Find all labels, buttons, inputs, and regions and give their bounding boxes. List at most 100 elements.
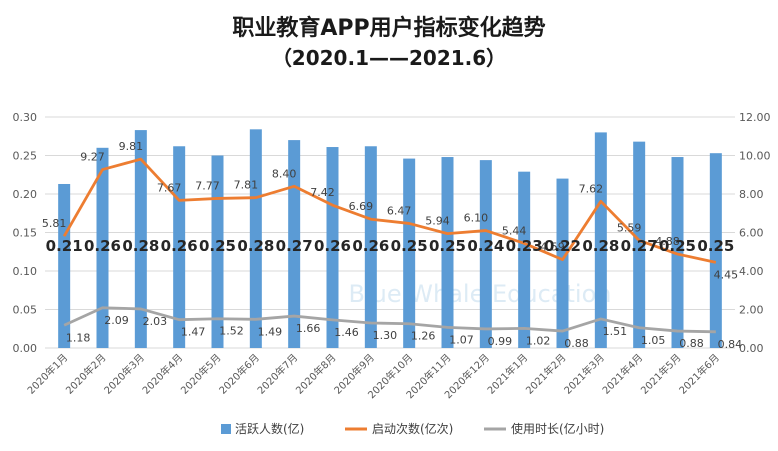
launch-count-label: 4.59 <box>540 241 565 254</box>
y-left-tick-label: 0.30 <box>13 111 38 124</box>
active-users-label: 0.22 <box>544 237 581 255</box>
usage-duration-line <box>63 306 716 334</box>
usage-duration-label: 1.49 <box>258 325 283 338</box>
launch-count-label: 8.40 <box>272 167 297 180</box>
x-tick-label: 2020年5月 <box>178 351 224 397</box>
active-users-label: 0.23 <box>506 237 543 255</box>
usage-duration-label: 1.47 <box>181 326 206 339</box>
launch-count-label: 6.10 <box>464 212 489 225</box>
launch-count-label: 5.59 <box>617 221 642 234</box>
y-left-tick-label: 0.00 <box>13 342 38 355</box>
launch-count-label: 5.44 <box>502 224 527 237</box>
bar <box>518 171 531 348</box>
chart-title: 职业教育APP用户指标变化趋势 <box>232 16 546 41</box>
usage-duration-label: 0.84 <box>718 338 743 351</box>
active-users-label: 0.21 <box>46 237 83 255</box>
bar <box>671 157 684 348</box>
active-users-label: 0.25 <box>429 237 466 255</box>
usage-duration-label: 1.66 <box>296 322 321 335</box>
axis-layer: 0.00 0.05 0.10 0.15 0.20 0.25 0.30 0.00 2.00 4.00… <box>13 111 771 401</box>
grid-layer <box>45 116 735 349</box>
bar <box>134 130 147 348</box>
y-left-tick-label: 0.20 <box>13 188 38 201</box>
legend: 活跃人数(亿) 启动次数(亿次) 使用时长(亿小时) <box>221 421 604 436</box>
y-right-tick-label: 0.00 <box>739 342 764 355</box>
line-layer <box>62 157 717 334</box>
active-users-label: 0.26 <box>352 237 389 255</box>
x-tick-label: 2021年2月 <box>523 351 569 397</box>
launch-count-label: 9.27 <box>80 151 105 164</box>
active-users-label: 0.28 <box>122 237 159 255</box>
bar <box>479 160 492 348</box>
x-tick-label: 2020年7月 <box>254 351 300 397</box>
launch-count-label: 6.47 <box>387 204 412 217</box>
bar <box>288 140 301 348</box>
x-tick-label: 2021年5月 <box>638 351 684 397</box>
active-users-label: 0.27 <box>276 237 313 255</box>
y-left-tick-label: 0.05 <box>13 304 38 317</box>
x-tick-label: 2021年4月 <box>599 351 645 397</box>
y-left-tick-label: 0.10 <box>13 265 38 278</box>
x-tick-label: 2021年1月 <box>484 351 530 397</box>
x-tick-label: 2020年8月 <box>293 351 339 397</box>
legend-swatch-active-users <box>221 424 231 434</box>
y-right-tick-label: 12.00 <box>739 111 771 124</box>
usage-duration-label: 1.07 <box>449 333 474 346</box>
active-users-label: 0.25 <box>199 237 236 255</box>
y-right-tick-label: 8.00 <box>739 188 764 201</box>
bar <box>441 157 454 348</box>
x-tick-label: 2020年1月 <box>24 351 70 397</box>
launch-count-label: 7.77 <box>195 179 220 192</box>
active-users-label: 0.24 <box>467 237 504 255</box>
x-tick-label: 2020年2月 <box>63 351 109 397</box>
usage-duration-label: 2.03 <box>143 315 168 328</box>
launch-count-label: 6.69 <box>349 200 374 213</box>
bar <box>556 178 569 348</box>
launch-count-label: 7.67 <box>157 181 182 194</box>
active-users-label: 0.27 <box>621 237 658 255</box>
launch-count-label: 7.62 <box>579 182 604 195</box>
launch-count-label: 9.81 <box>119 140 144 153</box>
y-right-tick-label: 4.00 <box>739 265 764 278</box>
legend-label-usage-duration: 使用时长(亿小时) <box>511 421 604 436</box>
usage-duration-label: 1.46 <box>334 326 359 339</box>
bar <box>633 141 646 348</box>
launch-count-label: 7.81 <box>234 179 259 192</box>
usage-duration-label: 1.05 <box>641 334 666 347</box>
usage-duration-label: 1.52 <box>219 325 244 338</box>
active-users-label: 0.25 <box>391 237 428 255</box>
y-right-tick-label: 2.00 <box>739 304 764 317</box>
bar <box>594 132 607 348</box>
bar <box>709 153 722 348</box>
bar <box>364 146 377 348</box>
legend-label-launch-count: 启动次数(亿次) <box>372 421 453 436</box>
bar <box>211 155 224 348</box>
y-left-tick-label: 0.25 <box>13 150 38 163</box>
active-users-label: 0.28 <box>582 237 619 255</box>
y-left-tick-label: 0.15 <box>13 227 38 240</box>
usage-duration-label: 1.51 <box>603 325 628 338</box>
x-tick-label: 2021年3月 <box>561 351 607 397</box>
active-users-label: 0.25 <box>659 237 696 255</box>
usage-duration-label: 0.99 <box>488 335 513 348</box>
active-users-label: 0.25 <box>697 237 734 255</box>
x-tick-label: 2021年6月 <box>676 351 722 397</box>
chart-subtitle: （2020.1——2021.6） <box>271 46 507 70</box>
usage-duration-label: 0.88 <box>679 337 704 350</box>
label-layer: 5.81 9.27 9.81 7.67 7.77 7.81 8.40 7.42 6.69 6.47… <box>42 140 742 351</box>
x-tick-label: 2020年3月 <box>101 351 147 397</box>
bar <box>58 183 71 348</box>
usage-duration-label: 1.18 <box>66 331 91 344</box>
bar <box>326 147 339 348</box>
usage-duration-label: 1.30 <box>373 329 398 342</box>
launch-count-label: 7.42 <box>310 186 335 199</box>
active-users-label: 0.26 <box>161 237 198 255</box>
active-users-label: 0.26 <box>84 237 121 255</box>
bar-layer <box>58 129 722 348</box>
launch-count-label: 5.94 <box>425 215 450 228</box>
launch-count-label: 4.45 <box>714 268 739 281</box>
usage-duration-label: 2.09 <box>104 314 129 327</box>
launch-count-label: 5.81 <box>42 217 67 230</box>
active-users-label: 0.28 <box>237 237 274 255</box>
x-tick-label: 2020年6月 <box>216 351 262 397</box>
